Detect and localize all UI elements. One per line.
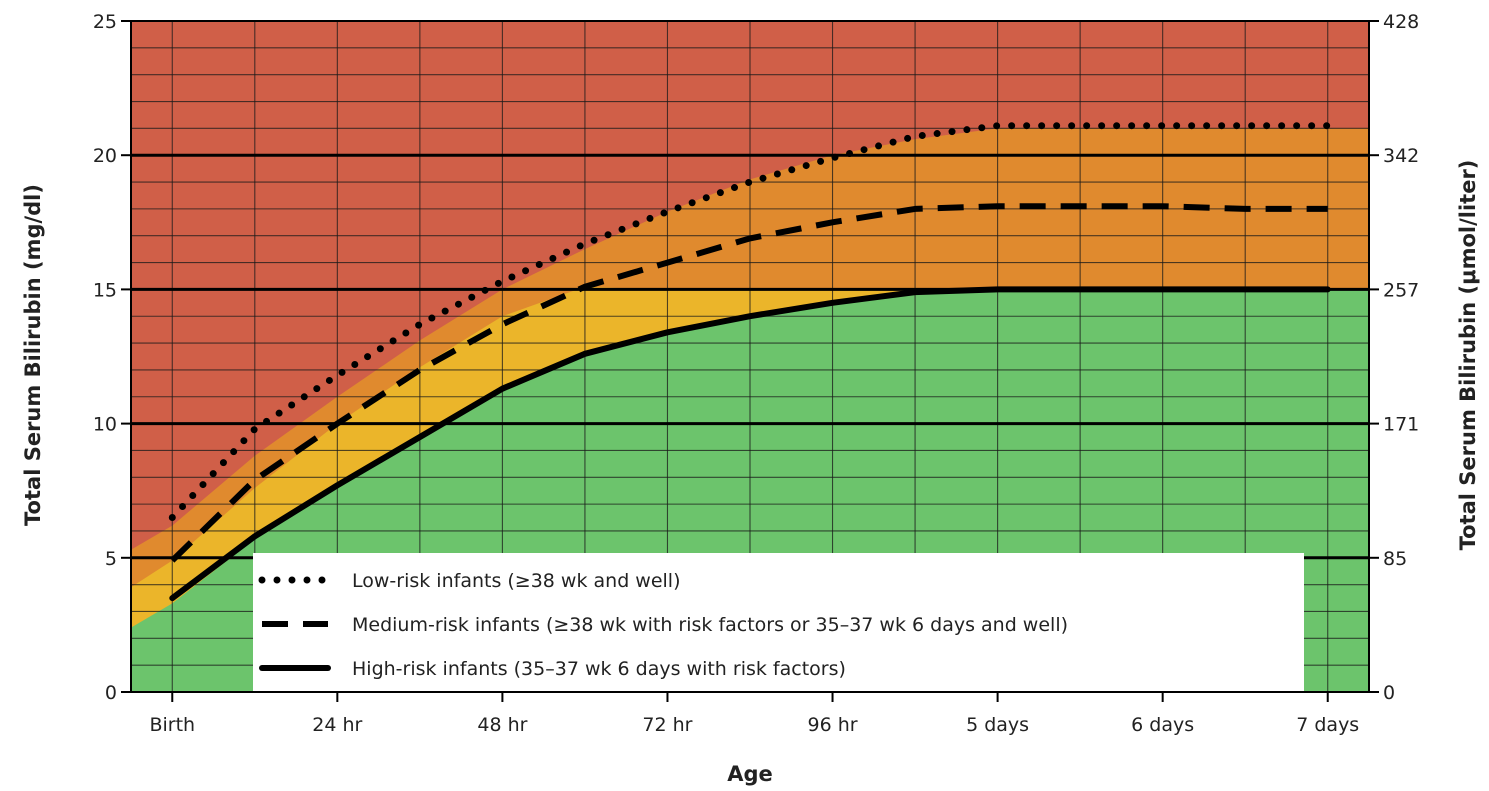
y-tick-label-right: 0 [1383,682,1395,704]
y-tick-label-right: 342 [1383,145,1419,167]
y-tick-label-left: 5 [105,548,117,570]
legend-label: Low-risk infants (≥38 wk and well) [352,570,681,592]
series-line-dashed [170,203,1328,563]
series-line-dotted [168,122,1332,521]
legend-box [253,553,1304,691]
x-tick-label: 24 hr [312,714,362,736]
y-tick-label-right: 257 [1383,279,1419,301]
x-tick-label: Birth [149,714,195,736]
legend-label: High-risk infants (35–37 wk 6 days with … [352,658,846,680]
plot-frame [130,20,1370,693]
legend-label: Medium-risk infants (≥38 wk with risk fa… [352,614,1068,636]
axes-layer: 0 5 10 15 20 25 0 85 171 257 342 428 Birth 24 hr 48 hr… [93,11,1419,736]
y-tick-label-right: 171 [1383,414,1419,436]
x-tick-label: 6 days [1131,714,1194,736]
x-tick-label: 72 hr [642,714,692,736]
y-tick-label-left: 0 [105,682,117,704]
y-tick-label-left: 20 [93,145,117,167]
y-tick-label-left: 15 [93,279,117,301]
legend: Low-risk infants (≥38 wk and well) Medium… [253,553,1304,691]
x-tick-label: 7 days [1296,714,1359,736]
y-tick-label-left: 10 [93,414,117,436]
y-tick-label-right: 428 [1383,11,1419,33]
x-tick-label: 96 hr [807,714,857,736]
series-layer [168,122,1332,602]
x-tick-label: 48 hr [477,714,527,736]
series-line-solid [169,286,1331,602]
y-axis-title-left: Total Serum Bilirubin (mg/dl) [21,184,45,526]
x-tick-label: 5 days [966,714,1029,736]
x-axis-title: Age [727,762,773,786]
y-tick-label-right: 85 [1383,548,1407,570]
y-axis-title-right: Total Serum Bilirubin (μmol/liter) [1456,160,1480,551]
y-tick-label-left: 25 [93,11,117,33]
